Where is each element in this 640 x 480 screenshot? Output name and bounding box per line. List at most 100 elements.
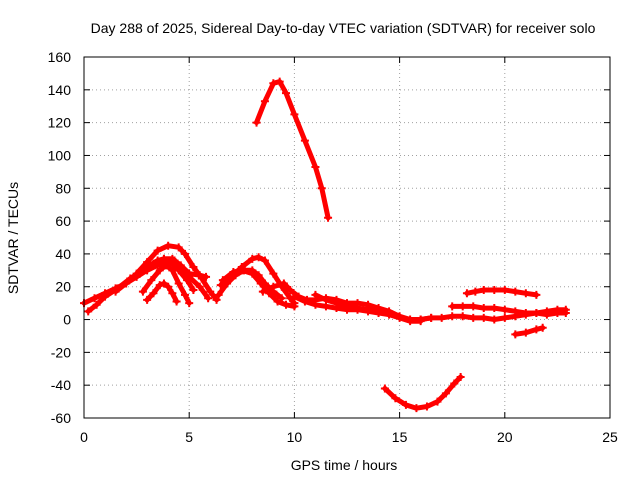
data-point — [490, 286, 499, 295]
y-tick-label: 20 — [55, 279, 71, 295]
data-point — [101, 292, 110, 301]
data-point — [204, 294, 213, 303]
x-tick-label: 15 — [392, 429, 408, 445]
data-point — [269, 79, 278, 88]
x-tick-label: 0 — [80, 429, 88, 445]
series-line — [254, 79, 331, 221]
data-point — [433, 397, 442, 406]
data-point — [269, 282, 278, 291]
y-tick-label: -20 — [51, 344, 71, 360]
y-tick-label: 120 — [48, 115, 72, 131]
data-point — [500, 305, 509, 314]
data-point — [189, 286, 198, 295]
data-point — [343, 302, 351, 311]
data-point — [511, 287, 520, 296]
data-point — [214, 290, 223, 299]
data-point — [172, 297, 181, 306]
data-point — [281, 89, 290, 98]
data-point — [332, 299, 341, 308]
plot-frame — [83, 56, 611, 419]
data-point — [469, 302, 478, 311]
data-point — [254, 253, 263, 262]
data-point — [258, 287, 267, 296]
data-point — [311, 290, 320, 299]
data-point — [180, 249, 189, 258]
data-point — [153, 256, 162, 265]
series-arc5 — [143, 279, 181, 306]
data-point — [437, 313, 446, 322]
x-tick-label: 25 — [602, 429, 618, 445]
series-arc17 — [511, 323, 547, 339]
y-tick-label: 160 — [48, 49, 72, 65]
data-point — [321, 295, 330, 304]
data-point — [218, 276, 227, 285]
series-arc12 — [311, 290, 383, 316]
data-point — [416, 315, 425, 324]
data-point — [412, 404, 421, 413]
data-point — [189, 263, 198, 272]
data-point — [273, 297, 282, 306]
data-point — [248, 269, 257, 278]
data-point — [143, 263, 152, 272]
data-point — [469, 313, 478, 322]
y-tick-label: 100 — [48, 147, 72, 163]
data-point — [162, 261, 171, 270]
data-point — [422, 402, 431, 411]
data-point — [92, 300, 101, 309]
data-point — [532, 290, 541, 299]
data-point — [511, 330, 520, 339]
data-point — [256, 279, 265, 288]
data-point — [286, 286, 295, 295]
data-point — [138, 287, 147, 296]
data-point — [364, 305, 373, 314]
y-tick-label: -40 — [51, 377, 71, 393]
axis-ticks: 0 5 10 15 20 25 -60 -40 -20 0 20 40 60 80 100 120 140 160 — [48, 49, 618, 445]
data-point — [248, 254, 257, 263]
series-arc18 — [380, 372, 465, 413]
data-point — [561, 308, 570, 317]
data-point — [132, 271, 141, 280]
x-tick-label: 20 — [497, 429, 513, 445]
data-point — [311, 300, 320, 309]
x-tick-label: 10 — [287, 429, 303, 445]
data-point — [380, 384, 389, 393]
data-point — [456, 372, 465, 381]
data-point — [406, 317, 415, 326]
series-arc15 — [462, 286, 541, 299]
data-point — [155, 266, 164, 275]
data-point — [143, 295, 152, 304]
series-arc3 — [132, 241, 221, 304]
data-point — [427, 313, 436, 322]
data-point — [164, 282, 173, 291]
series-arc16 — [448, 302, 570, 319]
data-point — [84, 307, 93, 316]
data-point — [395, 313, 404, 322]
y-tick-label: 140 — [48, 82, 72, 98]
data-point — [185, 299, 194, 308]
data-point — [275, 77, 284, 86]
data-point — [353, 304, 362, 313]
data-point — [500, 313, 509, 322]
series-line — [134, 243, 220, 303]
data-point — [153, 246, 162, 255]
y-tick-label: 80 — [55, 180, 71, 196]
data-point — [521, 328, 530, 337]
data-point — [164, 241, 173, 250]
data-point — [458, 312, 467, 321]
data-point — [269, 269, 278, 278]
data-point — [450, 379, 459, 388]
data-point — [155, 281, 164, 290]
data-point — [279, 279, 288, 288]
data-series — [80, 77, 570, 413]
data-point — [206, 287, 215, 296]
series-arc9 — [218, 266, 299, 311]
data-point — [252, 118, 261, 127]
data-point — [281, 300, 290, 309]
data-point — [300, 136, 309, 145]
data-point — [149, 289, 158, 298]
y-tick-label: 60 — [55, 213, 71, 229]
data-point — [441, 389, 450, 398]
y-axis-label: SDTVAR / TECUs — [5, 182, 21, 294]
data-point — [122, 279, 131, 288]
data-point — [490, 304, 499, 313]
